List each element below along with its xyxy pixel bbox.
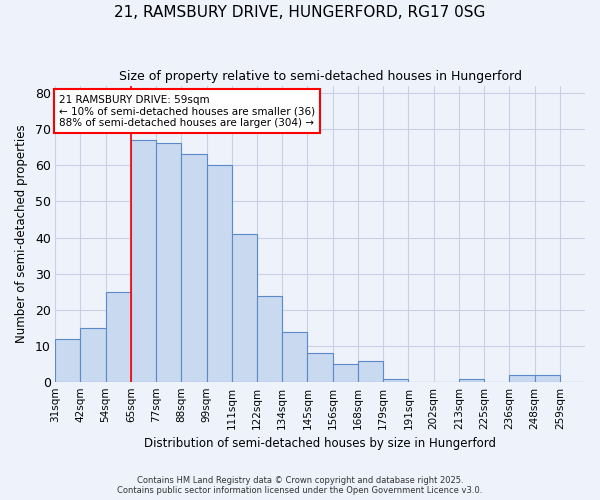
- Bar: [307, 354, 332, 382]
- Bar: [509, 375, 535, 382]
- X-axis label: Distribution of semi-detached houses by size in Hungerford: Distribution of semi-detached houses by …: [144, 437, 496, 450]
- Bar: [206, 165, 232, 382]
- Text: Contains HM Land Registry data © Crown copyright and database right 2025.
Contai: Contains HM Land Registry data © Crown c…: [118, 476, 482, 495]
- Bar: [156, 144, 181, 382]
- Bar: [332, 364, 358, 382]
- Bar: [459, 379, 484, 382]
- Bar: [383, 379, 409, 382]
- Text: 21, RAMSBURY DRIVE, HUNGERFORD, RG17 0SG: 21, RAMSBURY DRIVE, HUNGERFORD, RG17 0SG: [115, 5, 485, 20]
- Bar: [55, 339, 80, 382]
- Text: 21 RAMSBURY DRIVE: 59sqm
← 10% of semi-detached houses are smaller (36)
88% of s: 21 RAMSBURY DRIVE: 59sqm ← 10% of semi-d…: [59, 94, 315, 128]
- Bar: [358, 360, 383, 382]
- Bar: [232, 234, 257, 382]
- Bar: [181, 154, 206, 382]
- Bar: [535, 375, 560, 382]
- Bar: [80, 328, 106, 382]
- Y-axis label: Number of semi-detached properties: Number of semi-detached properties: [15, 124, 28, 344]
- Bar: [282, 332, 307, 382]
- Bar: [131, 140, 156, 382]
- Bar: [106, 292, 131, 382]
- Bar: [257, 296, 282, 382]
- Title: Size of property relative to semi-detached houses in Hungerford: Size of property relative to semi-detach…: [119, 70, 521, 83]
